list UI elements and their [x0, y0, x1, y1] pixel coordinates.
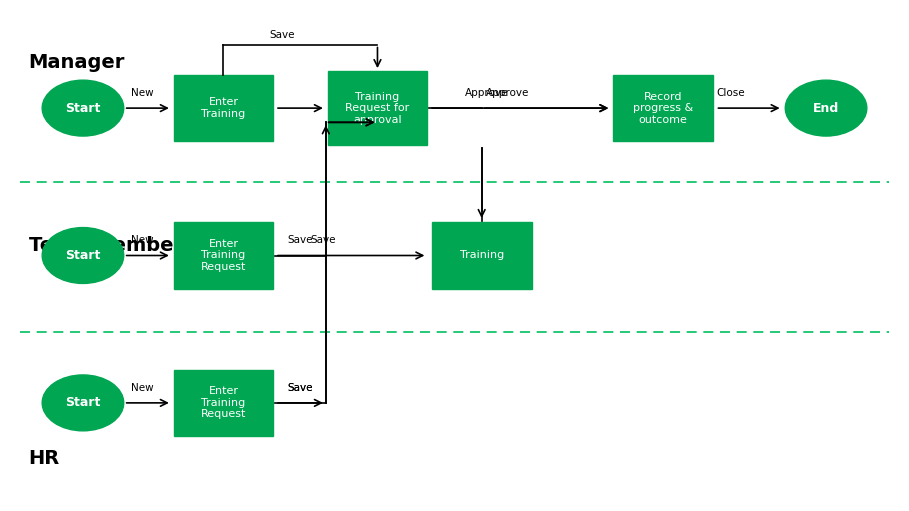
Text: Save: Save — [310, 236, 335, 245]
Ellipse shape — [42, 80, 124, 136]
Text: Save: Save — [287, 236, 314, 245]
Text: Enter
Training
Request: Enter Training Request — [201, 239, 246, 272]
Ellipse shape — [42, 227, 124, 284]
Text: Start: Start — [65, 249, 101, 262]
Ellipse shape — [42, 375, 124, 431]
Text: New: New — [131, 383, 153, 393]
Text: HR: HR — [28, 449, 60, 468]
FancyBboxPatch shape — [174, 75, 274, 141]
FancyBboxPatch shape — [174, 370, 274, 436]
Text: Manager: Manager — [28, 53, 125, 72]
Text: End: End — [813, 102, 839, 114]
Text: Training: Training — [460, 250, 504, 261]
FancyBboxPatch shape — [327, 71, 427, 145]
Text: Enter
Training: Enter Training — [201, 97, 245, 119]
Text: Team Member: Team Member — [28, 236, 183, 255]
FancyBboxPatch shape — [613, 75, 713, 141]
Text: Record
progress &
outcome: Record progress & outcome — [633, 91, 693, 125]
Text: Save: Save — [287, 383, 314, 393]
Text: Save: Save — [270, 30, 295, 39]
Text: Start: Start — [65, 397, 101, 409]
Text: Approve: Approve — [464, 88, 508, 98]
Text: Training
Request for
approval: Training Request for approval — [345, 91, 410, 125]
Text: Save: Save — [287, 383, 314, 393]
Text: New: New — [131, 236, 153, 245]
Text: Enter
Training
Request: Enter Training Request — [201, 386, 246, 420]
Ellipse shape — [785, 80, 867, 136]
Text: New: New — [131, 88, 153, 98]
FancyBboxPatch shape — [432, 222, 532, 289]
Text: Close: Close — [716, 88, 745, 98]
FancyBboxPatch shape — [174, 222, 274, 289]
Text: Approve: Approve — [486, 88, 530, 98]
Text: Start: Start — [65, 102, 101, 114]
